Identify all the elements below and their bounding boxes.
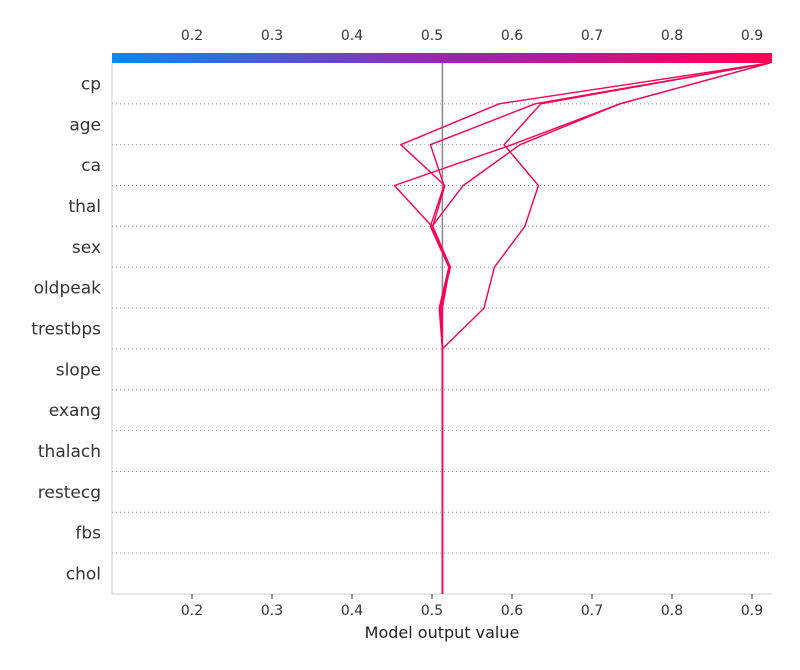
- feature-label: trestbps: [31, 320, 101, 340]
- x-tick-label: 0.3: [261, 603, 283, 619]
- feature-label: cp: [81, 74, 101, 94]
- feature-label: fbs: [75, 524, 101, 544]
- feature-label: chol: [66, 565, 101, 585]
- feature-label: age: [69, 115, 101, 135]
- x-axis-label: Model output value: [365, 623, 520, 642]
- top-tick-label: 0.9: [741, 28, 763, 44]
- feature-label: restecg: [38, 483, 101, 503]
- x-tick-label: 0.2: [181, 603, 203, 619]
- x-tick-label: 0.6: [501, 603, 523, 619]
- decision-line: [429, 62, 770, 594]
- decision-line: [393, 62, 770, 594]
- x-tick-label: 0.8: [661, 603, 683, 619]
- colorbar: [112, 53, 772, 63]
- feature-label: oldpeak: [34, 279, 102, 299]
- x-tick-label: 0.9: [741, 603, 763, 619]
- x-tick-label: 0.5: [421, 603, 443, 619]
- feature-label: sex: [72, 238, 101, 258]
- feature-labels: chol fbs restecg thalach exang slope trestbps o…: [31, 74, 101, 584]
- top-tick-labels: 0.2 0.3 0.4 0.5 0.6 0.7 0.8 0.9: [181, 28, 763, 44]
- x-tick-label: 0.7: [581, 603, 603, 619]
- decision-lines: [393, 62, 770, 594]
- top-tick-label: 0.5: [421, 28, 443, 44]
- decision-line: [431, 62, 770, 594]
- top-tick-label: 0.3: [261, 28, 283, 44]
- top-tick-label: 0.8: [661, 28, 683, 44]
- feature-label: ca: [81, 156, 101, 176]
- top-tick-label: 0.7: [581, 28, 603, 44]
- bottom-tick-labels: 0.2 0.3 0.4 0.5 0.6 0.7 0.8 0.9: [181, 594, 763, 619]
- feature-label: thal: [68, 197, 101, 217]
- feature-label: slope: [56, 360, 101, 380]
- x-tick-label: 0.4: [341, 603, 363, 619]
- feature-label: thalach: [38, 442, 101, 462]
- feature-label: exang: [49, 401, 101, 421]
- decision-line: [441, 62, 770, 594]
- top-tick-label: 0.2: [181, 28, 203, 44]
- decision-line: [400, 62, 770, 594]
- top-tick-label: 0.4: [341, 28, 363, 44]
- top-tick-label: 0.6: [501, 28, 523, 44]
